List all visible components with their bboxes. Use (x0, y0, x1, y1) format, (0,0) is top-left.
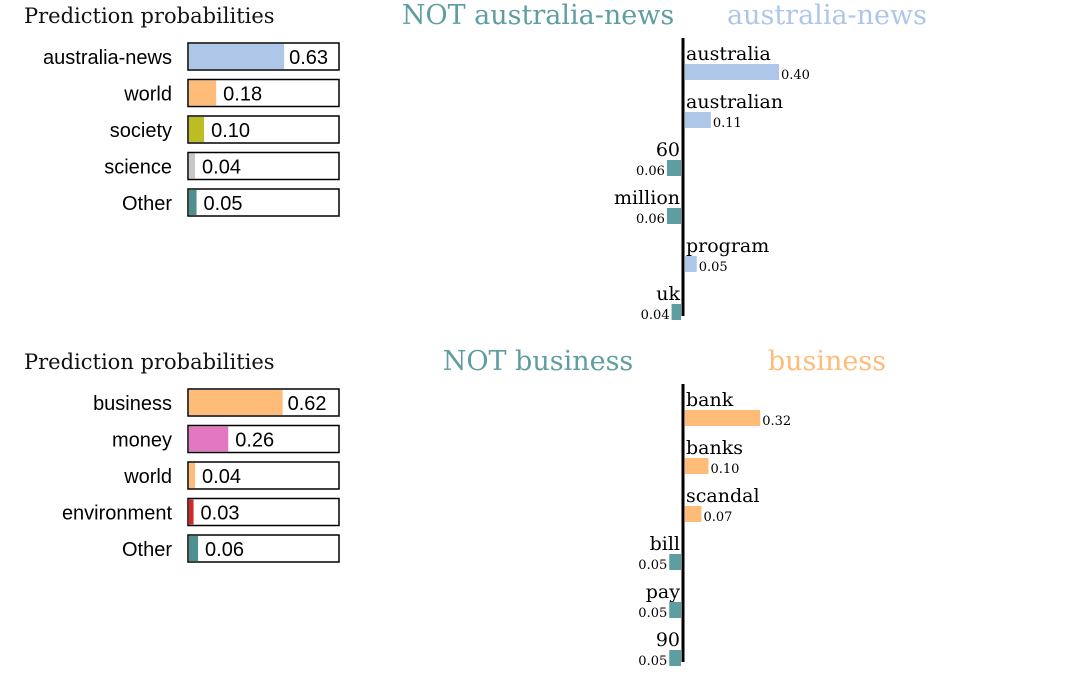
pos-class-title: australia-news (727, 0, 927, 31)
feature-weight-bar (669, 602, 681, 618)
class-label: australia-news (43, 47, 172, 69)
proba-bar-frame (187, 534, 340, 563)
feature-weight-label: 0.06 (636, 212, 665, 227)
proba-bar (189, 463, 196, 488)
proba-bar (189, 426, 229, 452)
feature-weight-bar (685, 112, 711, 128)
feature-weight-label: 0.05 (638, 606, 667, 621)
proba-bar-frame (187, 497, 340, 527)
class-label: business (93, 393, 172, 415)
neg-class-title: NOT business (443, 346, 634, 377)
proba-bar-frame (187, 188, 340, 217)
feature-word: uk (656, 283, 680, 305)
class-label: environment (62, 503, 173, 525)
proba-value-label: 0.04 (202, 466, 241, 488)
feature-word: banks (686, 437, 743, 459)
proba-bar-frame (187, 115, 340, 144)
feature-weight-label: 0.32 (762, 414, 791, 429)
class-label: Other (122, 539, 172, 561)
feature-weight-bar (685, 506, 702, 522)
feature-weight-bar (685, 64, 779, 80)
feature-weight-bar (666, 208, 681, 224)
feature-weight-bar (685, 256, 697, 272)
class-label: world (123, 466, 172, 488)
proba-bar (189, 536, 199, 561)
proba-bar (189, 499, 194, 525)
proba-bar (189, 44, 285, 69)
feature-weight-bar (669, 554, 681, 570)
feature-weight-bar (685, 458, 709, 474)
proba-value-label: 0.62 (288, 393, 327, 415)
class-label: Other (122, 193, 172, 215)
feature-weight-bar (685, 410, 761, 426)
proba-value-label: 0.06 (205, 539, 244, 561)
feature-weight-bar (669, 650, 681, 666)
feature-word: 90 (656, 629, 680, 651)
class-label: science (104, 157, 172, 179)
proba-bar (189, 80, 217, 106)
feature-weight-label: 0.40 (781, 68, 810, 83)
feature-word: australia (686, 43, 771, 65)
feature-word: pay (646, 581, 680, 603)
feature-word: scandal (686, 485, 760, 507)
proba-value-label: 0.63 (289, 47, 328, 69)
feature-weight-label: 0.05 (638, 654, 667, 669)
feature-word: program (686, 235, 769, 257)
feature-weight-label: 0.05 (638, 558, 667, 573)
feature-word: 60 (656, 139, 680, 161)
pos-class-title: business (768, 346, 886, 377)
proba-bar (189, 153, 196, 179)
feature-weight-label: 0.10 (711, 462, 740, 477)
feature-word: bill (650, 533, 680, 555)
class-label: world (123, 84, 172, 106)
proba-value-label: 0.05 (204, 193, 243, 215)
proba-value-label: 0.03 (201, 503, 240, 525)
feature-weight-label: 0.05 (699, 260, 728, 275)
proba-title: Prediction probabilities (24, 4, 275, 28)
feature-word: million (614, 187, 680, 209)
feature-weight-bar (671, 304, 681, 320)
proba-bar-frame (187, 461, 340, 490)
feature-word: bank (686, 389, 734, 411)
proba-value-label: 0.04 (202, 157, 241, 179)
proba-bar (189, 117, 205, 142)
feature-weight-label: 0.06 (636, 164, 665, 179)
feature-weight-label: 0.11 (713, 116, 742, 131)
feature-weight-label: 0.04 (641, 308, 670, 323)
proba-value-label: 0.10 (211, 120, 250, 142)
proba-title: Prediction probabilities (24, 350, 275, 374)
proba-bar-frame (187, 151, 340, 181)
feature-weight-bar (666, 160, 681, 176)
proba-bar (189, 390, 283, 415)
class-label: money (112, 430, 172, 452)
neg-class-title: NOT australia-news (402, 0, 674, 31)
class-label: society (110, 120, 172, 142)
proba-value-label: 0.26 (235, 430, 274, 452)
proba-value-label: 0.18 (223, 84, 262, 106)
proba-bar (189, 190, 197, 215)
feature-word: australian (686, 91, 783, 113)
feature-weight-label: 0.07 (703, 510, 732, 525)
